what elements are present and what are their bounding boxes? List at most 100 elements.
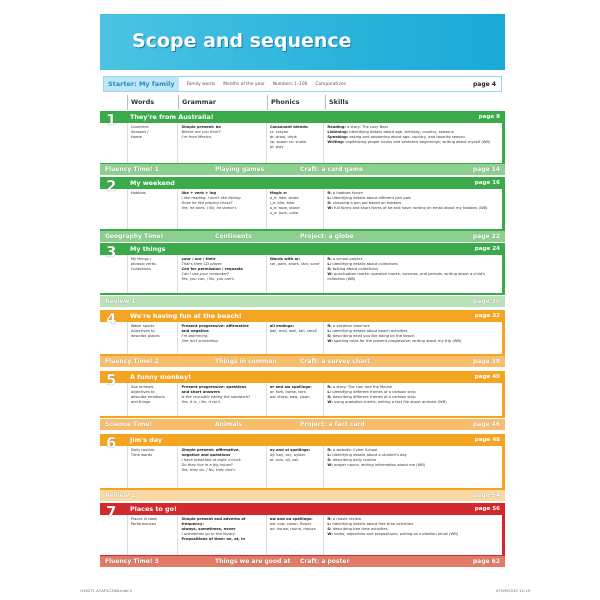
- unit-page: page 32: [474, 313, 500, 319]
- words-cell: Countries Seasons / Home: [126, 123, 178, 163]
- skills-line: W: using quotation marks; writing a fact…: [327, 400, 499, 405]
- skills-label: S:: [327, 527, 332, 531]
- grammar-line: Present progressive: affirmative: [181, 324, 249, 328]
- skills-label: W:: [327, 339, 333, 343]
- words-cell: My things / phrasal verbs Collections: [126, 255, 178, 293]
- phonics-line: or: fork, horse, corn: [269, 390, 307, 394]
- grammar-line: Prepositions of time: on, at, in: [181, 537, 246, 541]
- grammar-cell: Present progressive: questions and short …: [177, 383, 265, 416]
- unit-side: [100, 189, 127, 229]
- unit-page: page 24: [474, 246, 500, 252]
- grammar-cell: Present progressive: affirmative and nega…: [177, 322, 265, 354]
- bar-content: Geography Time! Continents Project: a glob…: [100, 231, 505, 242]
- unit-title: Jim's day: [130, 436, 163, 444]
- bar-topic: Things we are good at: [215, 558, 291, 565]
- column-header-phonics: Phonics: [267, 95, 325, 110]
- interlude-bar: Fluency Time! 1 Playing games Craft: a car…: [100, 164, 505, 175]
- bar-content: Science Time! Animals Project: a fact card…: [100, 419, 505, 430]
- skills-label: W:: [327, 532, 333, 536]
- unit-title: My weekend: [130, 179, 175, 187]
- skills-line: S: describing different frames of a cart…: [327, 395, 499, 400]
- skills-cell: R: a hobbies forum L: identifying details…: [323, 189, 502, 229]
- grammar-line: Where are you from?: [181, 130, 221, 134]
- bar-page: page 46: [472, 421, 500, 428]
- skills-text: proper nouns; writing information about …: [334, 463, 426, 467]
- skills-label: R:: [327, 324, 332, 328]
- words-cell: Daily routine Time words: [126, 446, 178, 488]
- skills-label: R:: [327, 257, 332, 261]
- unit-body: Hobbies like + verb + ing I like reading. …: [100, 189, 502, 229]
- grammar-line: I like reading. I don't like fishing.: [181, 196, 242, 200]
- words-line: Home: [130, 135, 142, 139]
- skills-label: W:: [327, 272, 333, 276]
- bar-topic: Things in common: [215, 358, 277, 365]
- skills-line: W: full forms and short forms of be and …: [327, 206, 499, 211]
- unit-body: Places in town Performances Simple present…: [100, 515, 502, 555]
- skills-text: full forms and short forms of be and hav…: [334, 206, 488, 210]
- skills-label: W:: [327, 206, 333, 210]
- column-header-skills: Skills: [325, 95, 505, 110]
- skills-text: identifying details about beach activiti…: [332, 329, 408, 333]
- words-line: Zoo animals: [130, 385, 154, 389]
- words-line: phrasal verbs: [130, 262, 156, 266]
- skills-label: R:: [327, 385, 332, 389]
- starter-topic: Months of the year: [223, 81, 265, 87]
- skills-text: a story: The Lazy Bear: [347, 125, 389, 129]
- unit-body: Zoo animals Adjectives to describe emotion…: [100, 383, 502, 416]
- skills-line: R: a vacation brochure: [327, 324, 499, 329]
- words-cell: Places in town Performances: [126, 515, 178, 555]
- unit-body: Countries Seasons / Home Simple present: be…: [100, 123, 502, 163]
- unit-header: A funny monkey! page 40: [100, 371, 505, 383]
- grammar-line: and negative: [181, 329, 209, 333]
- skills-text: describing different frames of a cartoon…: [332, 395, 416, 399]
- skills-text: asking and answering about age, country,…: [349, 135, 465, 139]
- phonics-line: o_e: rope, stone: [269, 206, 300, 210]
- skills-line: S: choosing a pen pal based on hobbies: [327, 201, 499, 206]
- page-title: Scope and sequence: [132, 30, 352, 52]
- grammar-line: Yes, he does. / No, he doesn't.: [181, 206, 238, 210]
- skills-text: a website: Cyber School: [332, 448, 378, 452]
- grammar-line: I'm from Mexico.: [181, 135, 213, 139]
- skills-cell: R: a movie review L: identifying details …: [323, 515, 502, 555]
- phonics-line: oy and oi spellings:: [269, 448, 311, 452]
- words-line: describe emotions: [130, 395, 165, 399]
- review-bar: Review 1 page 30: [100, 296, 505, 307]
- bar-content: Fluency Time! 3 Things we are good at Craf…: [100, 556, 505, 567]
- skills-label: S:: [327, 267, 332, 271]
- bar-activity: Craft: a poster: [300, 558, 350, 565]
- unit-title: We're having fun at the beach!: [130, 312, 242, 320]
- unit-header: My weekend page 16: [100, 177, 505, 189]
- phonics-cell: Consonant blends: cr: crayon dr: draw, dri…: [265, 123, 324, 163]
- phonics-line: ball, mall, wall, tall, small: [269, 329, 317, 333]
- unit-header: My things page 24: [100, 243, 505, 255]
- bar-title: Fluency Time! 1: [105, 166, 159, 173]
- bar-content: Review 2 page 54: [100, 490, 505, 501]
- words-line: Daily routine: [130, 448, 155, 452]
- unit-page: page 8: [478, 114, 500, 120]
- grammar-line: Simple present and adverbs of: [181, 517, 246, 521]
- skills-text: talking about collections: [332, 267, 378, 271]
- skills-line: W: verbs, adjectives and prepositions; w…: [327, 532, 499, 537]
- grammar-line: like + verb + ing: [181, 191, 217, 195]
- starter-row: Starter: My family Family words Months o…: [103, 76, 502, 92]
- phonics-cell: or and aw spellings: or: fork, horse, cor…: [265, 383, 324, 416]
- skills-text: describing what you like doing on the be…: [332, 334, 415, 338]
- footer-date: 07/09/2015 12:19: [495, 588, 530, 593]
- bar-title: Science Time!: [105, 421, 153, 428]
- grammar-line: Yes, they do. / No, they don't.: [181, 468, 236, 472]
- skills-line: R: a story: The Lion and the Mouse: [327, 385, 499, 390]
- unit-number: 7: [106, 503, 117, 522]
- bar-title: Geography Time!: [105, 233, 164, 240]
- bar-topic: Continents: [215, 233, 252, 240]
- skills-text: spelling rules for the present progressi…: [334, 339, 462, 343]
- phonics-line: aw: straw, paw, yawn: [269, 395, 310, 399]
- skills-label: L:: [327, 262, 332, 266]
- words-line: Performances: [130, 522, 157, 526]
- skills-text: punctuation marks: question marks, comma…: [327, 272, 486, 281]
- unit-row: We're having fun at the beach! page 32 4 Wa…: [100, 310, 505, 356]
- grammar-line: Yes, you can. / No, you can't.: [181, 277, 235, 281]
- skills-line: S: describing free time activities: [327, 527, 499, 532]
- bar-page: page 62: [472, 558, 500, 565]
- grammar-line: Simple present: affirmative,: [181, 448, 240, 452]
- phonics-line: or and aw spellings:: [269, 385, 312, 389]
